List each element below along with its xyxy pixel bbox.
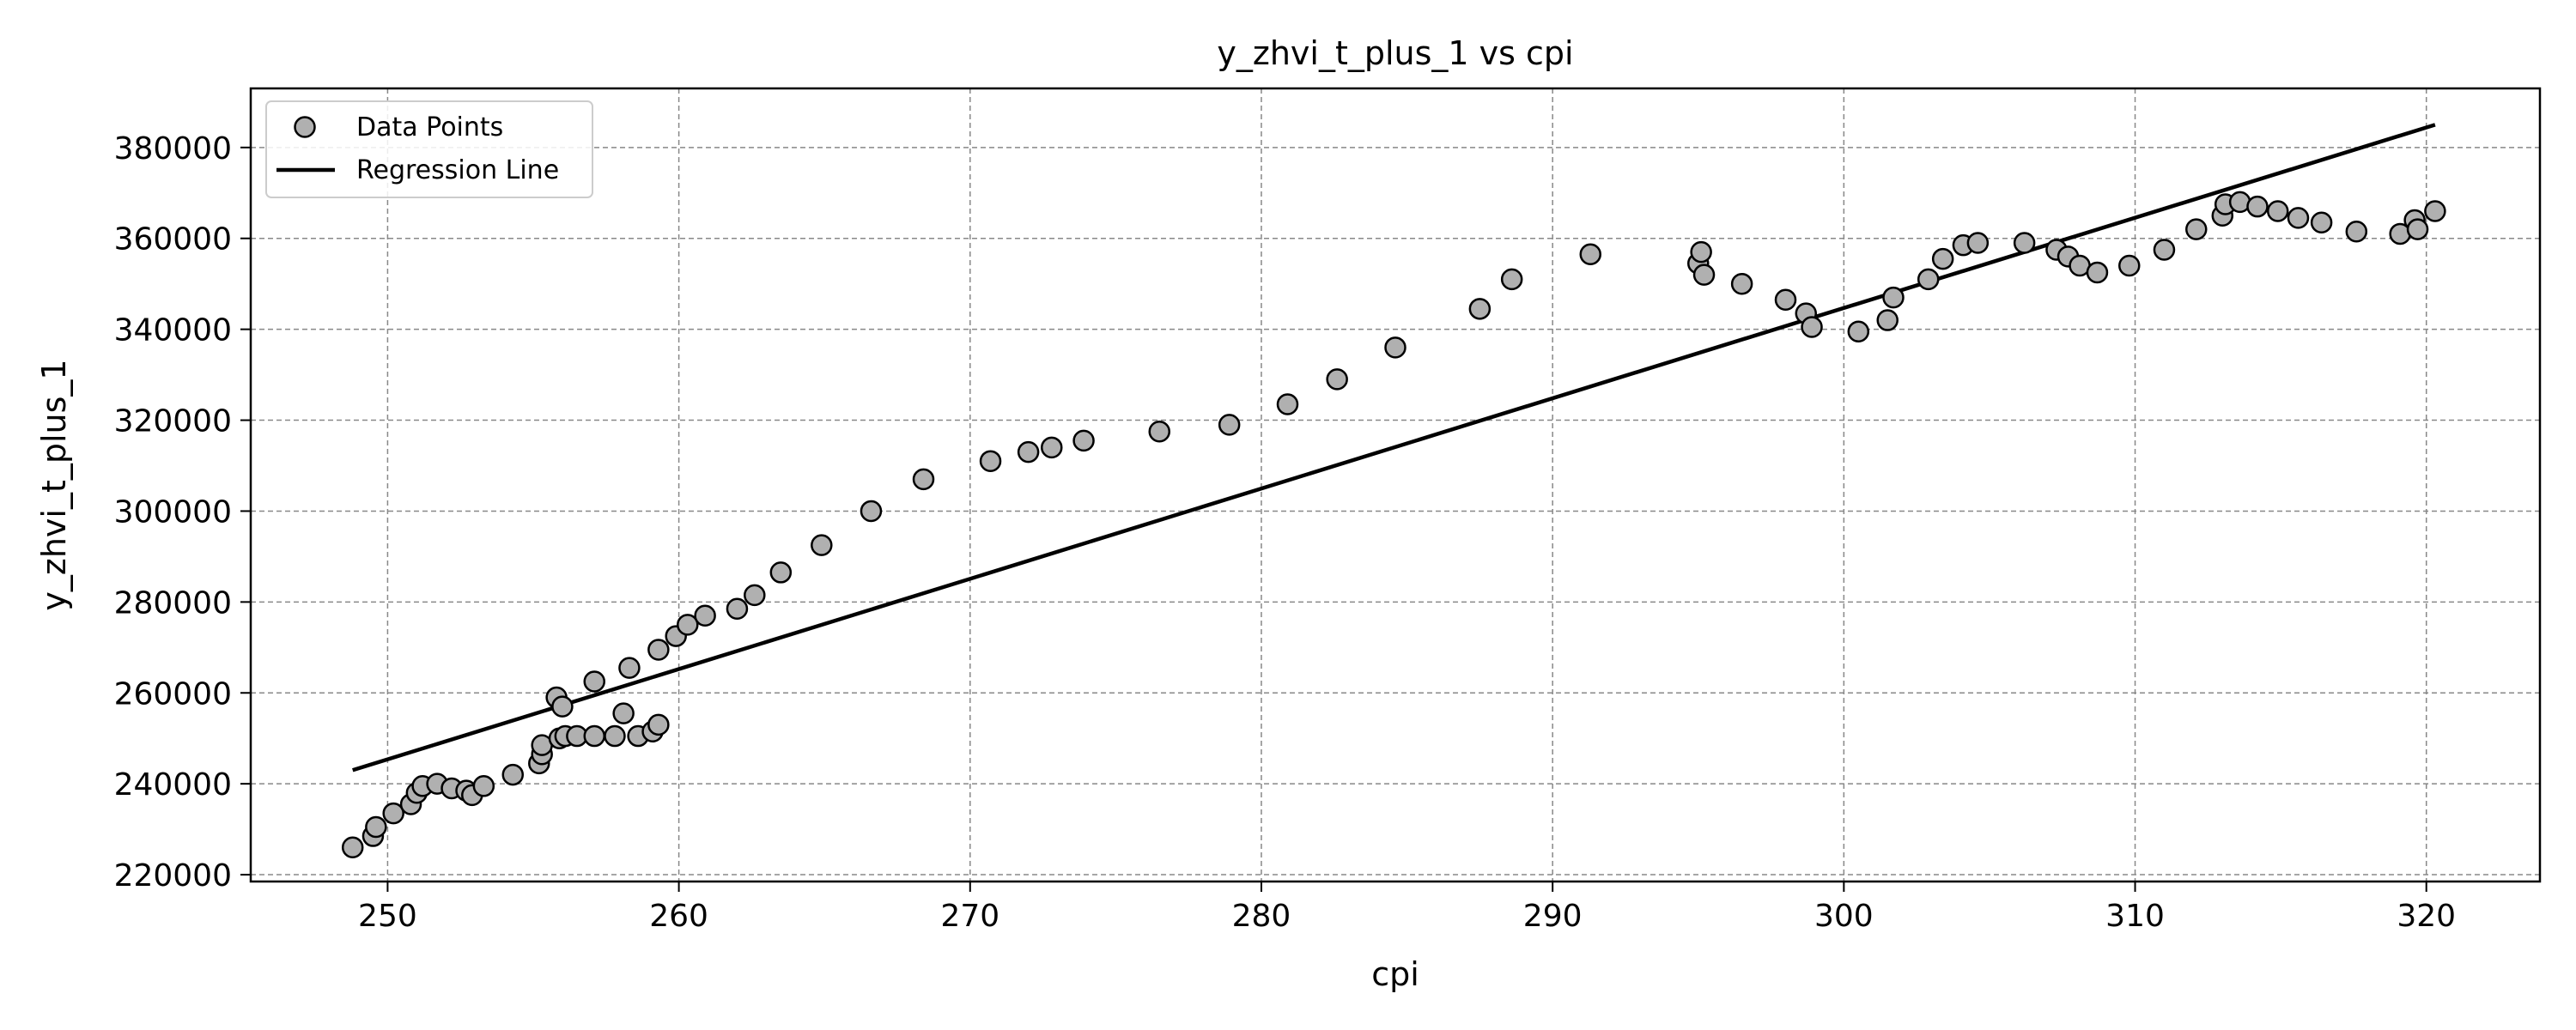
data-point — [694, 604, 716, 627]
data-points-layer — [341, 191, 2446, 859]
data-point — [769, 561, 793, 584]
data-point — [1692, 264, 1716, 286]
data-point — [1276, 393, 1299, 415]
data-point — [912, 468, 935, 491]
data-point — [1148, 421, 1171, 443]
data-point — [1917, 268, 1940, 291]
data-point — [2406, 218, 2429, 240]
data-point — [551, 695, 574, 718]
y-tick-label: 280000 — [114, 585, 232, 621]
data-point — [1690, 240, 1712, 264]
data-point — [472, 775, 495, 797]
data-point — [604, 724, 626, 748]
data-point — [1218, 414, 1241, 436]
data-point — [1579, 243, 1602, 266]
data-point — [1931, 247, 1954, 270]
data-point — [2117, 254, 2141, 277]
data-point — [1774, 288, 1797, 311]
x-axis-label: cpi — [1371, 955, 1419, 993]
data-point — [618, 657, 641, 679]
y-tick-label: 240000 — [114, 767, 232, 803]
data-point — [860, 500, 883, 523]
data-point — [382, 802, 404, 825]
data-point — [979, 450, 1002, 472]
x-tick-label: 270 — [940, 899, 999, 934]
data-point — [1847, 320, 1870, 343]
data-point — [501, 763, 525, 786]
y-tick-label: 340000 — [114, 313, 232, 348]
data-point — [647, 713, 670, 736]
data-point — [1384, 336, 1406, 359]
data-point — [1326, 368, 1348, 391]
legend-marker-points — [294, 116, 316, 138]
data-point — [2266, 200, 2289, 222]
x-tick-label: 250 — [358, 899, 417, 934]
legend-box — [265, 100, 593, 198]
data-point — [1041, 436, 1063, 459]
data-point — [2086, 261, 2109, 284]
data-point — [2345, 221, 2368, 243]
data-point — [583, 724, 605, 748]
y-tick-label: 220000 — [114, 858, 232, 894]
data-point — [1876, 309, 1899, 331]
data-point — [2287, 207, 2310, 229]
data-point — [2246, 195, 2269, 218]
data-point — [612, 702, 635, 724]
data-point — [726, 597, 749, 621]
data-point — [341, 836, 364, 859]
y-tick-label: 360000 — [114, 222, 232, 258]
data-point — [2424, 200, 2446, 222]
data-point — [744, 584, 766, 607]
data-point — [2013, 232, 2036, 254]
data-point — [1468, 298, 1492, 320]
data-point — [1730, 272, 1753, 295]
legend-label-points: Data Points — [356, 112, 503, 142]
y-tick-label: 380000 — [114, 131, 232, 167]
x-tick-label: 290 — [1523, 899, 1583, 934]
x-tick-label: 300 — [1814, 899, 1874, 934]
data-point — [1801, 316, 1823, 338]
data-point — [2310, 211, 2333, 233]
x-tick-label: 260 — [649, 899, 708, 934]
data-point — [1882, 286, 1905, 309]
legend-label-line: Regression Line — [356, 155, 559, 185]
chart-title: y_zhvi_t_plus_1 vs cpi — [1217, 34, 1573, 72]
data-point — [677, 614, 699, 636]
x-axis-ticks: 250 260 270 280 290 300 310 320 — [358, 882, 2456, 934]
data-point — [365, 815, 387, 839]
data-point — [647, 639, 670, 661]
data-point — [2153, 239, 2176, 261]
x-tick-label: 280 — [1232, 899, 1291, 934]
legend: Data Points Regression Line — [265, 100, 593, 198]
regression-line-layer — [352, 123, 2436, 772]
data-point — [1072, 429, 1095, 452]
grid — [251, 88, 2540, 882]
y-tick-label: 260000 — [114, 676, 232, 712]
data-point — [1017, 440, 1040, 464]
regression-line — [352, 123, 2436, 772]
y-axis-ticks: 220000 240000 260000 280000 300000 320000 3400… — [114, 131, 251, 894]
x-tick-label: 310 — [2105, 899, 2165, 934]
x-tick-label: 320 — [2397, 899, 2456, 934]
data-point — [811, 534, 833, 556]
y-tick-label: 320000 — [114, 404, 232, 439]
y-tick-label: 300000 — [114, 494, 232, 530]
data-point — [1966, 232, 1990, 254]
data-point — [2185, 218, 2208, 240]
data-point — [1500, 268, 1523, 291]
data-point — [583, 670, 605, 693]
plot-frame — [249, 87, 2542, 883]
y-axis-label: y_zhvi_t_plus_1 — [35, 359, 73, 610]
